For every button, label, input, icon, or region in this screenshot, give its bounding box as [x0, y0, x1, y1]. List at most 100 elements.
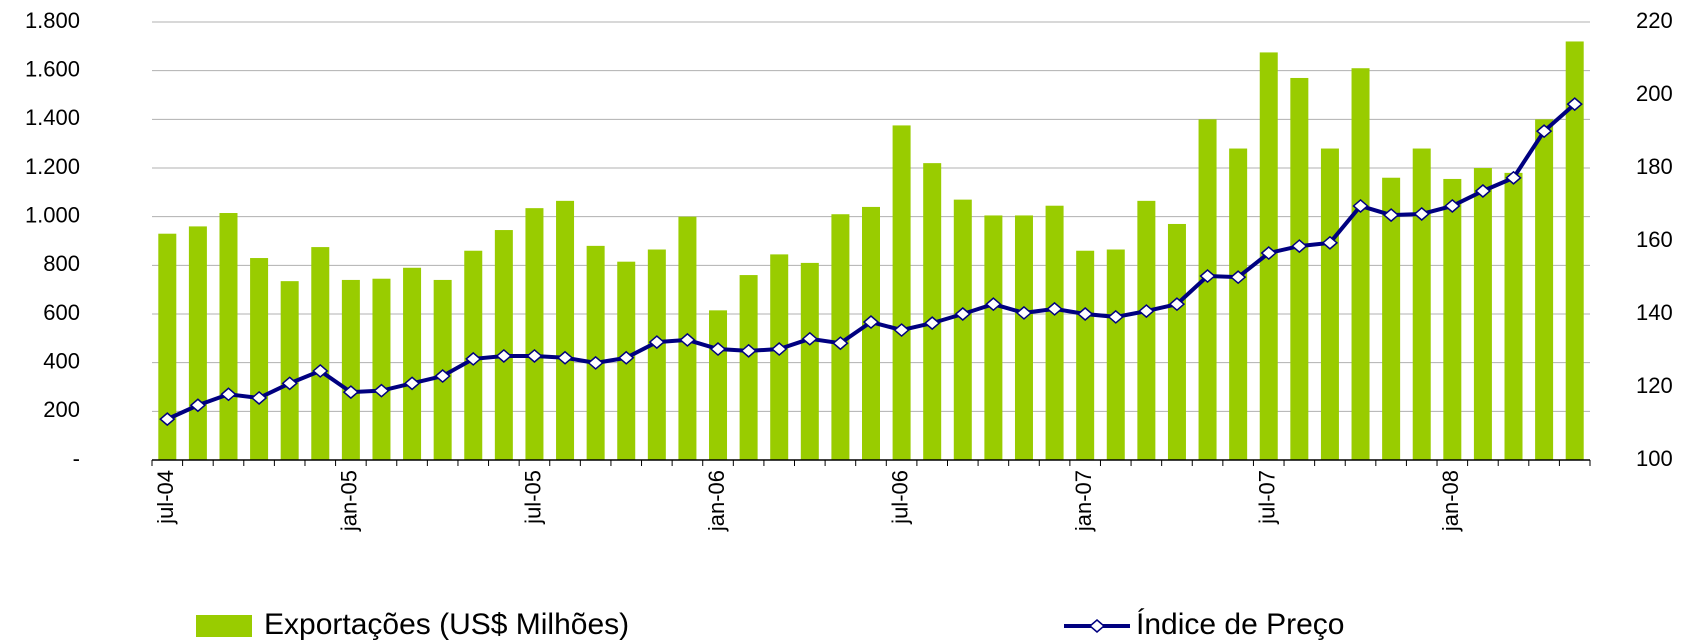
price-marker	[1444, 198, 1461, 213]
y-tick-label: 1.000	[25, 202, 80, 227]
bar	[1198, 119, 1217, 460]
bar	[494, 230, 513, 460]
price-marker	[709, 342, 727, 357]
price-marker	[893, 323, 910, 338]
y-tick-label: 1.600	[25, 56, 80, 81]
price-marker	[465, 351, 482, 366]
y2-tick-label: 120	[1636, 373, 1673, 398]
price-marker	[1260, 246, 1277, 261]
bar	[1076, 250, 1095, 460]
bar	[1443, 178, 1462, 460]
bar	[709, 310, 728, 460]
price-marker	[403, 376, 421, 391]
bar	[739, 275, 758, 460]
price-marker	[1015, 305, 1033, 320]
bar	[1229, 148, 1248, 461]
price-marker	[1505, 170, 1522, 185]
bar	[1290, 77, 1309, 460]
bar	[1167, 223, 1186, 460]
x-tick-label: jan-08	[1438, 470, 1463, 532]
y-tick-label: 1.400	[25, 105, 80, 130]
price-marker	[312, 363, 329, 378]
y-tick-label: 1.800	[25, 8, 80, 33]
bar	[1412, 148, 1431, 461]
bar	[341, 279, 360, 460]
bar	[219, 213, 238, 460]
bar	[372, 278, 391, 460]
bar	[1473, 168, 1492, 460]
y2-tick-label: 140	[1636, 300, 1673, 325]
bar	[1106, 249, 1125, 460]
price-marker	[373, 383, 390, 398]
bar	[1045, 205, 1064, 460]
price-marker	[587, 355, 604, 370]
bar	[984, 215, 1003, 460]
bar	[1504, 172, 1523, 460]
price-marker	[1566, 97, 1583, 112]
bar	[525, 208, 544, 460]
x-tick-label: jul-05	[520, 470, 545, 525]
bar	[923, 163, 942, 460]
bar	[158, 233, 177, 460]
price-marker	[648, 335, 665, 350]
bar	[311, 247, 330, 460]
legend-label: Exportações (US$ Milhões)	[264, 608, 629, 640]
price-marker	[985, 297, 1002, 312]
price-marker	[832, 336, 849, 351]
y-tick-label: 1.200	[25, 154, 80, 179]
price-marker	[1077, 307, 1094, 321]
price-marker	[1413, 207, 1430, 221]
price-marker	[495, 348, 513, 363]
price-marker	[1168, 297, 1186, 312]
bar	[403, 267, 422, 460]
bar	[280, 281, 299, 460]
price-marker	[618, 350, 635, 365]
price-marker	[1138, 304, 1155, 319]
y-tick-label: 400	[43, 348, 80, 373]
bar	[770, 254, 789, 460]
bar	[188, 226, 207, 460]
bar	[1137, 200, 1156, 460]
price-marker	[801, 331, 818, 346]
price-marker	[556, 350, 574, 365]
price-marker	[1199, 269, 1216, 284]
price-marker	[1291, 239, 1308, 254]
price-marker	[740, 343, 757, 358]
y2-tick-label: 200	[1636, 81, 1673, 106]
price-marker	[342, 385, 360, 400]
x-tick-label: jul-07	[1255, 470, 1280, 525]
y2-tick-label: 220	[1636, 8, 1673, 33]
y-tick-label: 600	[43, 300, 80, 325]
x-tick-label: jan-05	[337, 470, 362, 532]
price-marker	[771, 342, 788, 357]
legend-label: Índice de Preço	[1136, 608, 1344, 640]
y-tick-label: 200	[43, 397, 80, 422]
y2-tick-label: 100	[1636, 446, 1673, 471]
x-tick-label: jan-06	[704, 470, 729, 532]
bar	[250, 258, 269, 460]
legend-swatch	[196, 615, 252, 637]
y2-tick-label: 160	[1636, 227, 1673, 252]
price-marker	[679, 332, 696, 347]
price-marker	[1229, 270, 1247, 285]
bar	[862, 206, 880, 460]
bar	[586, 245, 605, 460]
price-marker	[924, 316, 941, 331]
price-marker	[1535, 124, 1553, 139]
bar	[800, 262, 819, 460]
bar	[953, 199, 972, 460]
y-tick-label: 800	[43, 251, 80, 276]
bar	[1351, 68, 1370, 460]
price-marker	[954, 307, 971, 321]
price-marker	[159, 412, 176, 427]
price-marker	[220, 387, 237, 402]
y-tick-label: -	[73, 446, 80, 471]
price-marker	[1474, 184, 1492, 198]
y2-tick-label: 180	[1636, 154, 1673, 179]
x-tick-label: jul-04	[153, 470, 178, 525]
price-marker	[250, 390, 268, 405]
price-marker	[1321, 235, 1339, 250]
price-marker	[1107, 309, 1124, 324]
price-marker	[1382, 208, 1400, 223]
